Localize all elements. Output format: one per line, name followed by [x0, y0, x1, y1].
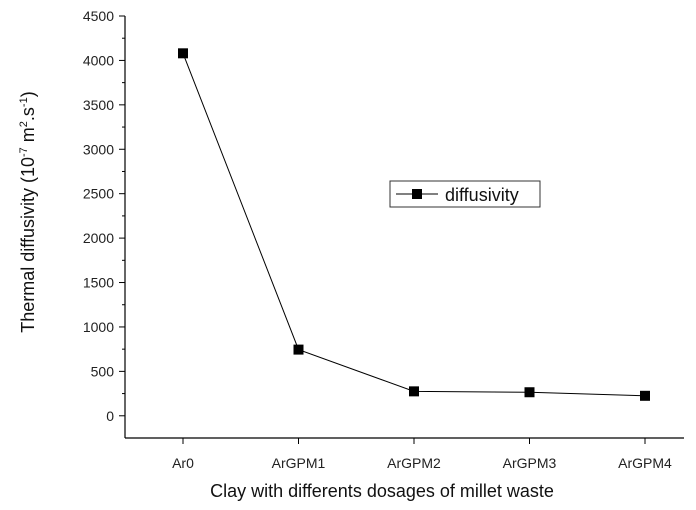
y-tick-label: 2500: [83, 186, 114, 202]
x-tick-label: ArGPM2: [387, 455, 441, 471]
x-ticks: Ar0 ArGPM1 ArGPM2 ArGPM3 ArGPM4: [172, 438, 672, 471]
y-axis-title-exp2: 2: [18, 121, 30, 127]
y-tick-label: 1500: [83, 275, 114, 291]
y-tick-label: 4000: [83, 52, 114, 68]
y-axis-title-exp1: -7: [18, 147, 30, 157]
y-axis-title-mid: m: [18, 127, 38, 147]
legend: diffusivity: [389, 180, 541, 208]
data-point: [640, 390, 650, 401]
data-point: [409, 386, 419, 397]
y-axis-title-end: ): [18, 91, 38, 97]
x-tick-label: ArGPM3: [503, 455, 557, 471]
y-tick-label: 500: [91, 363, 115, 379]
y-tick-label: 3000: [83, 141, 114, 157]
data-point: [293, 344, 304, 355]
x-tick-label: ArGPM1: [272, 455, 326, 471]
y-axis-title-main: Thermal diffusivity (10: [18, 157, 38, 333]
y-axis-title: Thermal diffusivity (10-7 m2.s-1): [18, 91, 38, 332]
y-tick-label: 0: [106, 408, 114, 424]
x-axis-title: Clay with differents dosages of millet w…: [210, 481, 554, 501]
data-point: [178, 48, 188, 59]
series-line: [182, 53, 646, 397]
legend-swatch-marker: [412, 189, 422, 199]
y-tick-label: 3500: [83, 97, 114, 113]
data-point: [524, 387, 535, 398]
y-tick-label: 1000: [83, 319, 114, 335]
legend-box: [389, 180, 541, 208]
y-axis-title-exp3: -1: [18, 97, 30, 107]
legend-label: diffusivity: [445, 185, 519, 205]
y-tick-label: 2000: [83, 230, 114, 246]
x-tick-label: Ar0: [172, 455, 194, 471]
x-tick-label: ArGPM4: [618, 455, 672, 471]
axes: [124, 16, 684, 439]
y-axis-title-mid2: .s: [18, 107, 38, 121]
y-ticks: 0 500 1000 1500 2000 2500 3000 3500 4000 4500: [83, 8, 125, 424]
series-diffusivity: [178, 48, 650, 401]
y-tick-label: 4500: [83, 8, 114, 24]
